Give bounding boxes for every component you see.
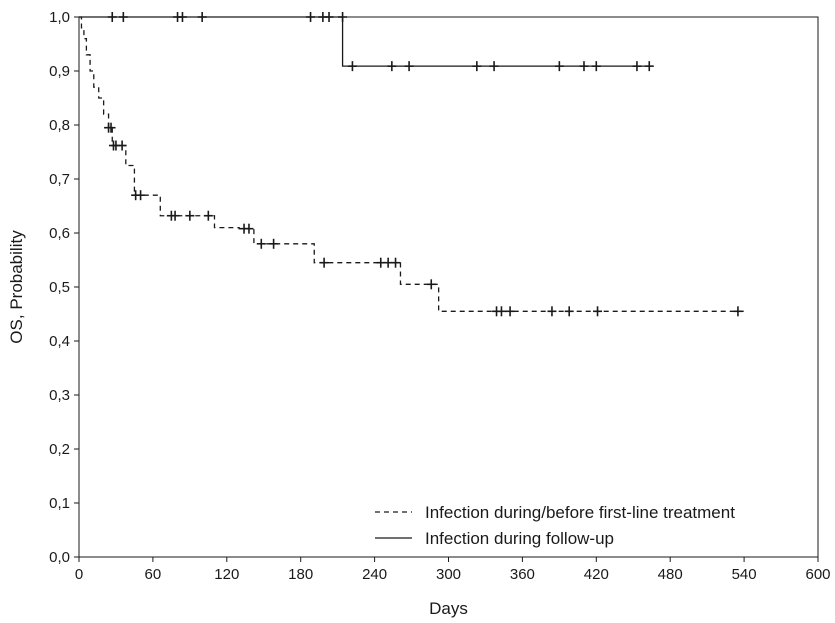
censor-mark — [324, 12, 334, 22]
censor-mark — [347, 61, 357, 72]
y-tick-label: 0,2 — [49, 441, 70, 458]
censor-mark — [244, 223, 254, 234]
censor-mark — [426, 279, 436, 290]
censor-mark — [554, 61, 564, 72]
series-2 — [79, 12, 654, 72]
censor-mark — [564, 306, 574, 317]
y-tick-label: 0,4 — [49, 333, 70, 350]
censor-mark — [593, 306, 603, 317]
censor-mark — [338, 12, 348, 22]
y-tick-label: 0,7 — [49, 171, 70, 188]
censor-mark — [387, 61, 397, 72]
censor-mark — [632, 61, 642, 72]
censor-mark — [319, 257, 329, 268]
censor-mark — [591, 61, 601, 72]
censor-mark — [203, 210, 213, 221]
legend-label: Infection during/before first-line treat… — [425, 503, 735, 522]
x-tick-label: 0 — [75, 566, 83, 583]
x-tick-label: 60 — [145, 566, 162, 583]
censor-mark — [256, 238, 266, 249]
x-tick-label: 180 — [288, 566, 313, 583]
y-tick-label: 0,0 — [49, 549, 70, 566]
x-axis-title: Days — [429, 599, 468, 618]
censor-mark — [391, 257, 401, 268]
x-tick-label: 120 — [214, 566, 239, 583]
censor-mark — [269, 238, 279, 249]
x-tick-label: 480 — [658, 566, 683, 583]
censor-mark — [106, 122, 116, 133]
censor-mark — [118, 12, 128, 22]
x-tick-label: 300 — [436, 566, 461, 583]
series-line — [79, 16, 745, 312]
censor-mark — [505, 306, 515, 317]
censor-mark — [404, 61, 414, 72]
y-axis-title: OS, Probability — [7, 230, 26, 344]
x-tick-label: 420 — [584, 566, 609, 583]
y-tick-label: 0,8 — [49, 117, 70, 134]
y-tick-label: 0,1 — [49, 495, 70, 512]
censor-mark — [547, 306, 557, 317]
censor-mark — [579, 61, 589, 72]
plot-axes: 0 60 120 180 240 300 360 420 480 540 600 0,0 0,1 0,2 0… — [49, 9, 830, 583]
x-tick-label: 540 — [732, 566, 757, 583]
series-1 — [79, 16, 745, 317]
censor-mark — [472, 61, 482, 72]
censor-mark — [644, 61, 654, 72]
censor-mark — [177, 12, 187, 22]
x-tick-label: 600 — [805, 566, 830, 583]
x-tick-label: 360 — [510, 566, 535, 583]
y-tick-label: 1,0 — [49, 9, 70, 26]
y-tick-label: 0,3 — [49, 387, 70, 404]
censor-mark — [496, 306, 506, 317]
censor-mark — [733, 306, 743, 317]
series-line — [79, 16, 650, 67]
censor-mark — [136, 190, 146, 201]
censor-mark — [306, 12, 316, 22]
y-tick-label: 0,5 — [49, 279, 70, 296]
censor-mark — [107, 12, 117, 22]
censor-mark — [170, 210, 180, 221]
legend-label: Infection during follow-up — [425, 529, 614, 548]
plot-series — [79, 12, 745, 317]
censor-mark — [185, 210, 195, 221]
plot-frame — [78, 16, 819, 558]
y-tick-label: 0,6 — [49, 225, 70, 242]
legend: Infection during/before first-line treat… — [375, 503, 735, 548]
censor-mark — [117, 140, 127, 151]
censor-mark — [489, 61, 499, 72]
censor-mark — [197, 12, 207, 22]
x-tick-label: 240 — [362, 566, 387, 583]
y-tick-label: 0,9 — [49, 63, 70, 80]
